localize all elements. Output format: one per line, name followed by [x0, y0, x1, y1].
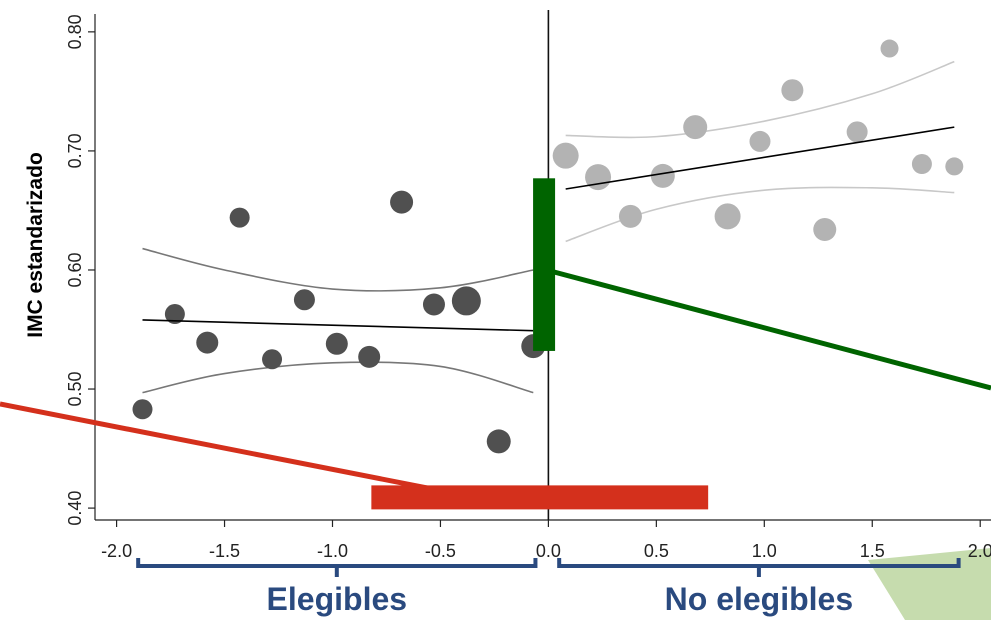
red-bandwidth-bar — [371, 485, 709, 510]
point-elegibles — [451, 286, 481, 316]
red-pointer-line — [0, 401, 466, 498]
green-discontinuity-bar — [533, 178, 556, 351]
point-elegibles — [325, 332, 348, 355]
point-no_elegibles — [781, 79, 804, 102]
ci-lower-elegibles — [142, 361, 534, 394]
point-elegibles — [358, 345, 381, 368]
fit-line-no_elegibles — [565, 126, 955, 190]
point-no_elegibles — [749, 130, 771, 152]
group-bracket — [136, 558, 538, 577]
point-no_elegibles — [813, 217, 837, 241]
point-no_elegibles — [552, 142, 579, 169]
y-axis-label: IMC estandarizado — [24, 152, 47, 338]
axes: 0.40 0.50 0.60 0.70 0.80 -2.0 -1.5 -1.0 -0.5 0.0 0… — [65, 10, 991, 561]
point-elegibles — [486, 429, 511, 454]
y-tick-label: 0.40 — [65, 491, 85, 526]
x-tick-label: -1.0 — [317, 541, 348, 561]
group-bracket — [557, 558, 961, 577]
green-pointer-line — [553, 269, 991, 391]
no-elegibles-label: No elegibles — [665, 581, 854, 617]
point-elegibles — [196, 331, 219, 354]
x-tick-label: 1.5 — [860, 541, 885, 561]
point-elegibles — [293, 289, 315, 311]
annotations — [0, 178, 991, 510]
x-tick-label: 2.0 — [968, 541, 991, 561]
point-elegibles — [422, 293, 445, 316]
x-tick-label: 1.0 — [752, 541, 777, 561]
ci-upper-no_elegibles — [565, 60, 955, 139]
point-elegibles — [164, 304, 185, 325]
x-tick-label: -1.5 — [209, 541, 240, 561]
point-no_elegibles — [714, 203, 741, 230]
fit-lines — [142, 126, 955, 332]
point-no_elegibles — [618, 204, 642, 228]
point-elegibles — [390, 190, 414, 214]
data-points — [132, 39, 964, 454]
point-elegibles — [132, 399, 153, 420]
point-no_elegibles — [683, 115, 708, 140]
point-elegibles — [229, 207, 250, 228]
point-elegibles — [262, 349, 283, 370]
point-no_elegibles — [911, 154, 932, 175]
x-tick-label: 0.5 — [644, 541, 669, 561]
group-brackets: Elegibles No elegibles — [136, 558, 961, 617]
elegibles-label: Elegibles — [267, 581, 408, 617]
point-no_elegibles — [585, 164, 612, 191]
fit-line-elegibles — [142, 319, 534, 332]
point-no_elegibles — [650, 163, 675, 188]
y-tick-label: 0.80 — [65, 14, 85, 49]
y-tick-label: 0.60 — [65, 252, 85, 287]
x-tick-label: 0.0 — [536, 541, 561, 561]
point-no_elegibles — [945, 157, 964, 176]
x-tick-label: -0.5 — [425, 541, 456, 561]
x-tick-label: -2.0 — [101, 541, 132, 561]
y-tick-label: 0.70 — [65, 133, 85, 168]
point-no_elegibles — [846, 121, 868, 143]
y-tick-label: 0.50 — [65, 372, 85, 407]
ci-upper-elegibles — [142, 247, 534, 292]
point-no_elegibles — [880, 39, 899, 58]
